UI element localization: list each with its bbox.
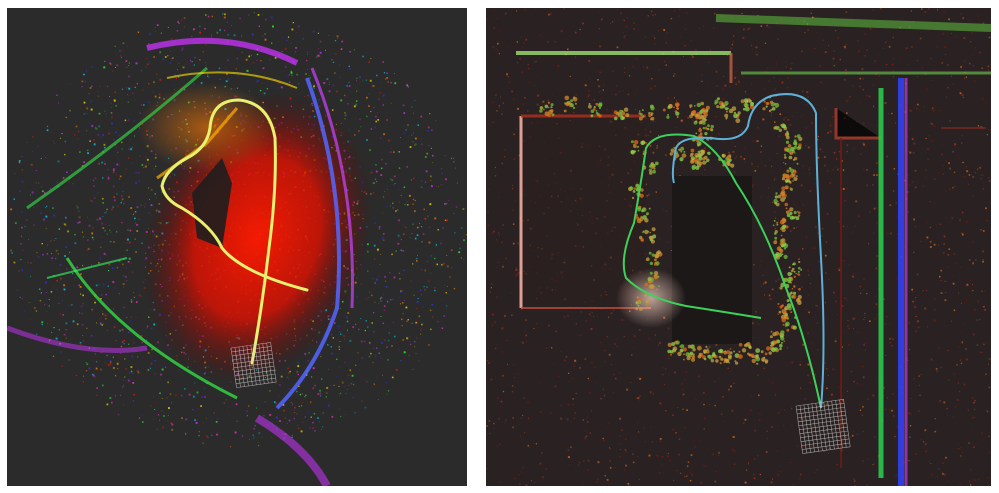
right-trajectory-green [622,133,822,409]
right-building-outlines [516,14,991,486]
left-point-cloud-view [7,8,467,486]
right-vegetation [539,95,803,365]
right-map-panel [486,8,991,486]
left-trajectory-line [160,98,309,365]
left-wall-structures [7,37,354,486]
left-map-panel [7,8,467,486]
right-point-cloud-view [486,8,991,486]
left-grid-overlay [230,342,277,388]
right-grid-overlay [795,399,851,454]
right-trajectory-blue [671,93,825,409]
